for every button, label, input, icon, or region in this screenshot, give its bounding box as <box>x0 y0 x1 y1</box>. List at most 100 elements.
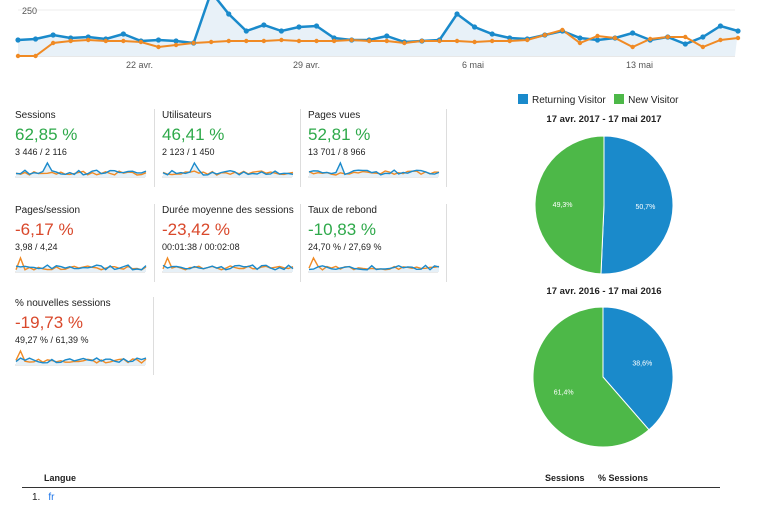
previous-series-point <box>419 38 425 44</box>
current-series-point <box>226 11 232 17</box>
previous-series-point <box>665 34 670 40</box>
metric-card-users[interactable]: Utilisateurs 46,41 % 2 123 / 1 450 <box>154 109 302 189</box>
metric-sparkline <box>15 161 147 178</box>
metric-change: -23,42 % <box>162 220 231 239</box>
divider <box>300 204 301 282</box>
metric-card-pageviews[interactable]: Pages vues 52,81 % 13 701 / 8 966 <box>300 109 448 189</box>
previous-series-point <box>630 44 635 50</box>
previous-series-point <box>683 34 688 40</box>
language-link[interactable]: fr <box>48 492 55 503</box>
previous-series-point <box>33 53 38 59</box>
previous-series-point <box>647 36 653 42</box>
previous-series-point <box>402 40 407 46</box>
divider <box>154 204 155 282</box>
metric-card-pages-per-session[interactable]: Pages/session -6,17 % 3,98 / 4,24 <box>15 204 155 284</box>
sessions-timeline-chart: 250 22 avr. 29 avr. 6 mai 13 mai <box>0 0 765 80</box>
metric-change: 52,81 % <box>308 125 371 144</box>
previous-series-point <box>279 37 284 43</box>
previous-series-point <box>103 38 109 44</box>
previous-series-point <box>437 38 442 44</box>
metric-card-new-sessions[interactable]: % nouvelles sessions -19,73 % 49,27 % / … <box>15 297 155 377</box>
sparkline-previous <box>162 170 294 176</box>
legend-label-returning: Returning Visitor <box>532 95 606 106</box>
previous-series-point <box>367 38 372 44</box>
previous-series-point <box>577 40 583 46</box>
table-row: 1. fr <box>32 492 54 503</box>
x-axis-tick-label: 13 mai <box>626 60 654 70</box>
previous-series-point <box>349 37 354 43</box>
sparkline-area <box>16 163 146 177</box>
pie-legend: Returning Visitor New Visitor <box>518 94 678 106</box>
previous-series-point <box>472 39 477 45</box>
metric-name: Durée moyenne des sessions <box>162 205 294 216</box>
metric-compare: 24,70 % / 27,69 % <box>308 242 382 252</box>
pie-slice-returning <box>600 135 674 275</box>
current-series-point <box>682 41 688 47</box>
pie-title-2016: 17 avr. 2016 - 17 mai 2016 <box>546 286 662 297</box>
x-axis-tick-label: 6 mai <box>462 60 485 70</box>
metric-sparkline <box>15 256 147 273</box>
metric-sparkline <box>308 256 440 273</box>
metric-card-avg-session-duration[interactable]: Durée moyenne des sessions -23,42 % 00:0… <box>154 204 302 284</box>
pie-slice-label: 49,3% <box>553 202 573 209</box>
current-series-point <box>155 37 162 43</box>
current-series-point <box>313 23 320 29</box>
current-series-point <box>384 33 390 39</box>
metric-compare: 3,98 / 4,24 <box>15 242 58 252</box>
metric-compare: 2 123 / 1 450 <box>162 147 215 157</box>
previous-series-line <box>18 28 739 57</box>
pie-slice-new <box>534 135 605 275</box>
legend-swatch-returning <box>518 94 528 104</box>
sparkline-current <box>162 264 294 271</box>
column-header-language[interactable]: Langue <box>44 473 77 483</box>
legend-label-new: New Visitor <box>628 95 679 106</box>
x-axis-tick-label: 29 avr. <box>293 60 321 70</box>
row-index: 1. <box>32 492 41 503</box>
sparkline-current <box>15 357 147 364</box>
metric-change: -6,17 % <box>15 220 74 239</box>
pie-chart-2017: 50,7% 49,3% <box>534 135 674 275</box>
metric-compare: 3 446 / 2 116 <box>15 147 67 157</box>
metric-change: -10,83 % <box>308 220 377 239</box>
previous-series-point <box>454 38 460 44</box>
previous-series-point <box>507 38 512 44</box>
pie-title-2017: 17 avr. 2017 - 17 mai 2017 <box>546 114 662 125</box>
metric-card-sessions[interactable]: Sessions 62,85 % 3 446 / 2 116 <box>15 109 155 189</box>
pie-slice-new <box>532 306 650 448</box>
divider <box>300 109 301 187</box>
current-series-point <box>173 38 179 44</box>
current-series-point <box>700 34 706 40</box>
current-series-point <box>489 31 495 37</box>
previous-series-point <box>384 38 389 44</box>
metric-change: -19,73 % <box>15 313 84 332</box>
previous-series-point <box>735 35 741 41</box>
metric-compare: 00:01:38 / 00:02:08 <box>162 242 240 252</box>
legend-swatch-new <box>614 94 625 104</box>
sparkline-current <box>15 264 147 271</box>
sparkline-area <box>163 163 293 177</box>
previous-series-point <box>261 38 267 44</box>
column-header-sessions[interactable]: Sessions <box>545 473 585 483</box>
previous-series-point <box>173 42 179 48</box>
current-series-point <box>735 28 741 34</box>
sparkline-current <box>15 161 147 176</box>
previous-series-point <box>331 38 337 44</box>
current-series-point <box>577 35 583 41</box>
previous-series-point <box>296 38 302 44</box>
metric-card-bounce-rate[interactable]: Taux de rebond -10,83 % 24,70 % / 27,69 … <box>300 204 448 284</box>
metric-sparkline <box>162 256 294 273</box>
table-header: Langue Sessions % Sessions <box>22 473 720 488</box>
current-series-point <box>120 31 126 37</box>
divider <box>153 297 154 375</box>
timeline-svg <box>15 0 741 59</box>
previous-series-point <box>86 37 91 43</box>
column-header-pct-sessions[interactable]: % Sessions <box>598 473 649 483</box>
y-axis-tick-label: 250 <box>22 6 38 16</box>
previous-series-point <box>489 38 495 44</box>
current-series-line <box>17 0 739 46</box>
sparkline-current <box>308 161 440 176</box>
current-series-point <box>278 28 285 34</box>
previous-series-point <box>542 32 548 38</box>
current-series-point <box>50 32 56 38</box>
metric-change: 62,85 % <box>15 125 78 144</box>
